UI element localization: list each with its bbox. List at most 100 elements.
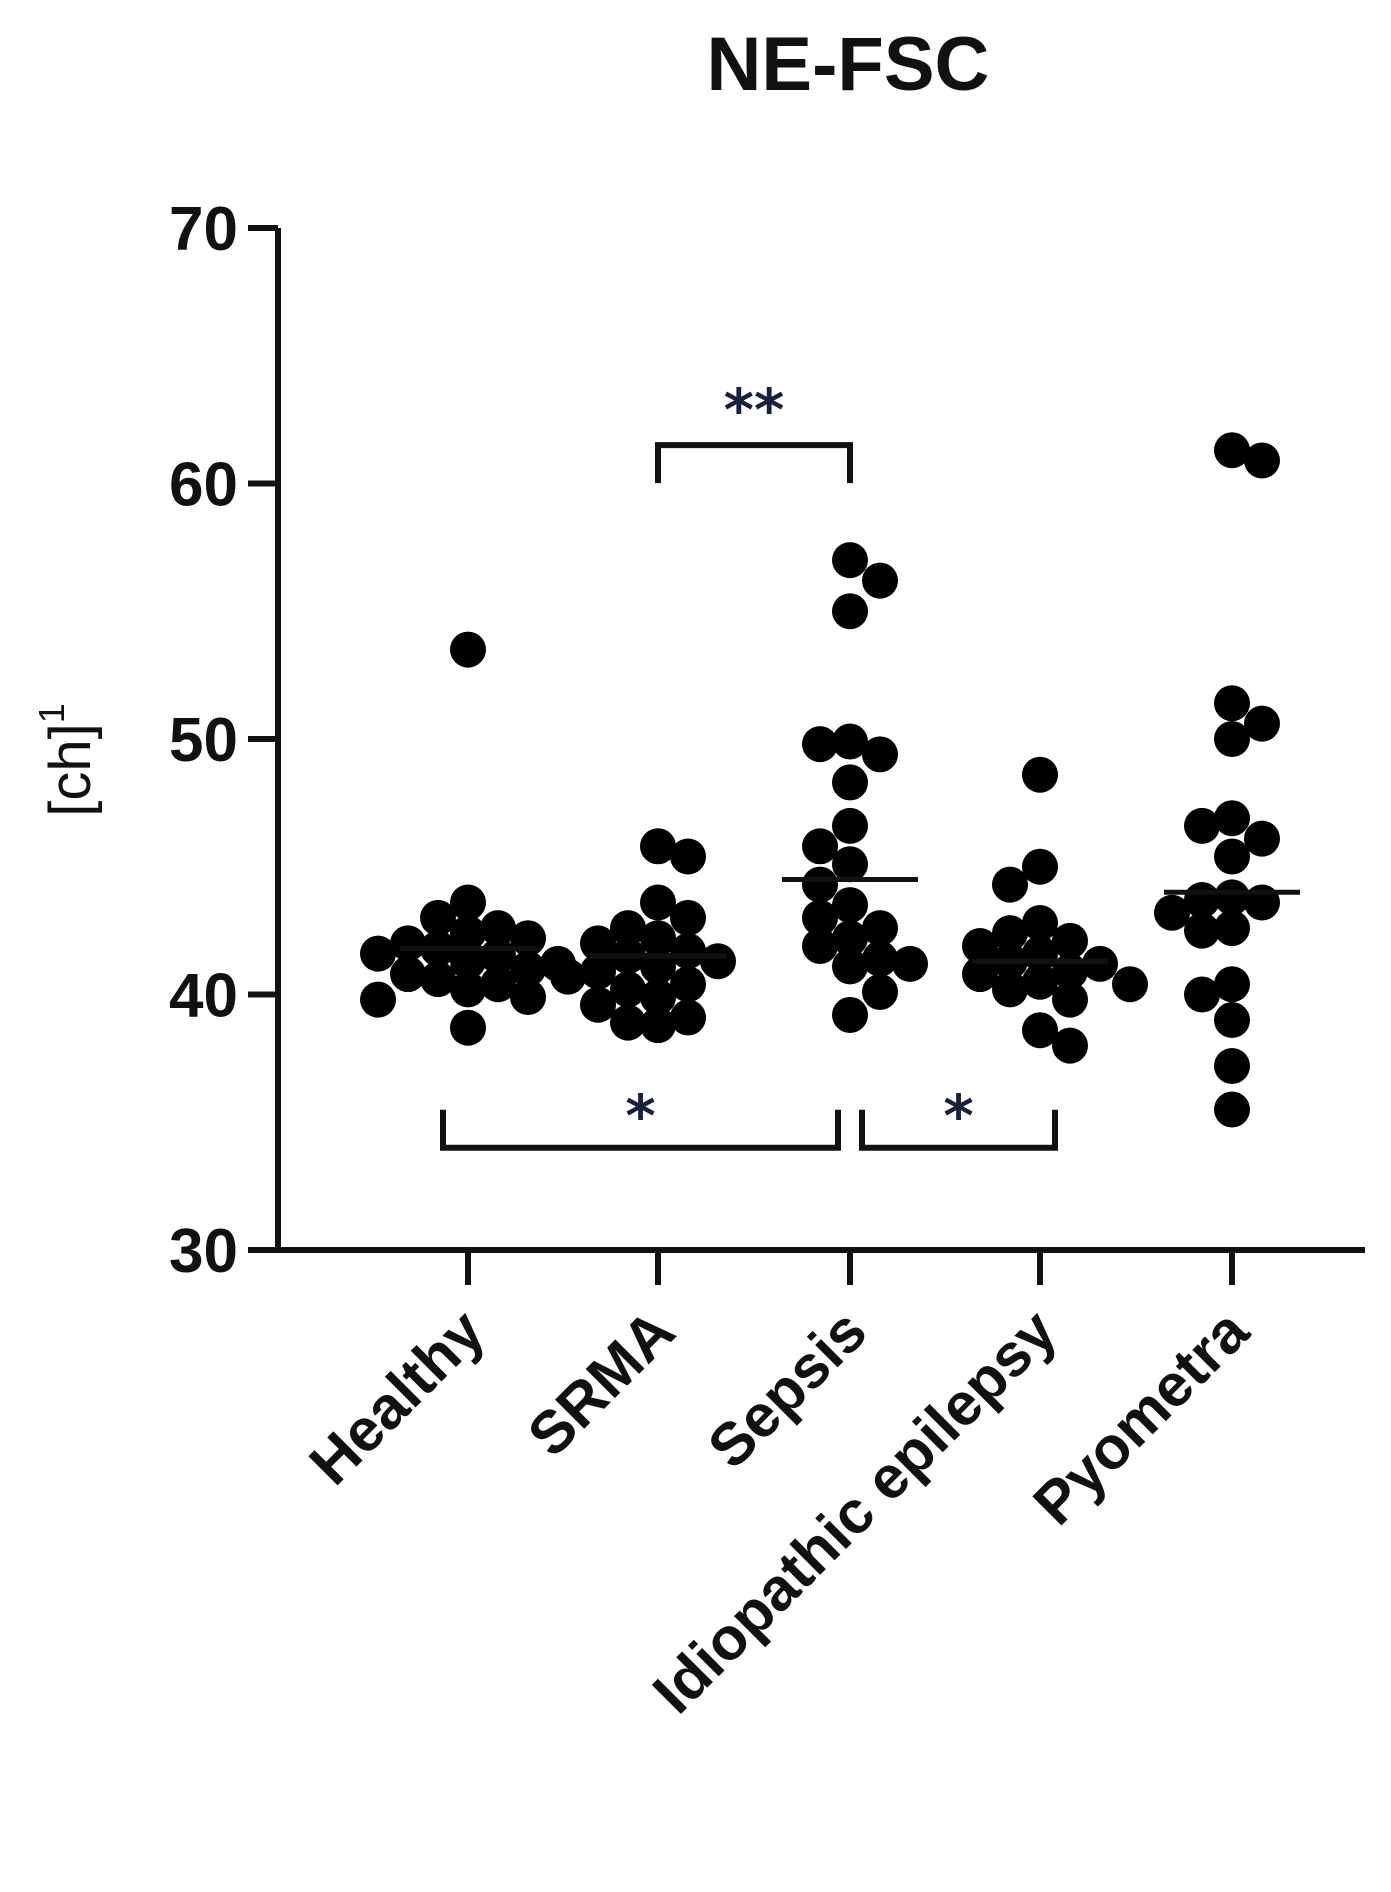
y-tick-label: 60 <box>169 451 238 520</box>
data-point <box>1082 945 1118 982</box>
data-point <box>832 846 868 883</box>
data-point <box>610 971 646 1008</box>
data-point <box>390 925 426 962</box>
significance-label: ** <box>724 376 785 444</box>
y-tick-label: 40 <box>169 962 238 1031</box>
data-point <box>1184 976 1220 1013</box>
data-point <box>670 933 706 970</box>
x-tick-label: SRMA <box>515 1297 687 1469</box>
data-point <box>420 899 456 936</box>
data-point <box>962 956 998 993</box>
data-point <box>450 971 486 1008</box>
data-point <box>640 979 676 1016</box>
data-point <box>802 927 838 964</box>
data-point <box>1154 894 1190 931</box>
significance-label: * <box>943 1082 973 1150</box>
data-point <box>862 910 898 947</box>
data-point <box>1214 879 1250 916</box>
data-point <box>862 940 898 977</box>
data-point <box>1214 1002 1250 1039</box>
data-point <box>580 986 616 1023</box>
significance-bracket <box>859 1109 1058 1151</box>
data-point <box>832 764 868 801</box>
data-point <box>640 828 676 865</box>
data-point <box>802 866 838 903</box>
data-point <box>640 1007 676 1044</box>
data-point <box>480 966 516 1003</box>
data-point <box>802 726 838 763</box>
data-point <box>510 950 546 987</box>
data-point <box>1214 800 1250 837</box>
data-point <box>580 925 616 962</box>
data-point <box>862 736 898 773</box>
data-point <box>640 920 676 957</box>
data-point <box>992 971 1028 1008</box>
svg-text:[ch]1: [ch]1 <box>31 703 103 817</box>
data-point <box>832 542 868 579</box>
significance-brackets: *** * <box>440 376 1058 1151</box>
data-point <box>640 884 676 921</box>
data-point <box>1022 1012 1058 1049</box>
data-point <box>832 996 868 1033</box>
data-point <box>1214 1091 1250 1128</box>
data-point <box>670 999 706 1036</box>
data-point <box>360 981 396 1018</box>
y-axis-label-text: [ch] <box>38 723 103 817</box>
y-axis-ticks: 30 40 50 60 70 <box>169 195 278 1286</box>
data-point <box>580 953 616 990</box>
data-point <box>610 1004 646 1041</box>
data-point <box>420 961 456 998</box>
data-point <box>450 631 486 668</box>
data-point <box>670 966 706 1003</box>
data-point <box>450 884 486 921</box>
data-point <box>832 920 868 957</box>
data-point <box>1214 838 1250 875</box>
data-point <box>992 866 1028 903</box>
data-point <box>1022 756 1058 793</box>
data-point <box>1244 442 1280 479</box>
data-point <box>670 838 706 875</box>
data-point <box>1022 963 1058 1000</box>
data-point <box>1214 966 1250 1003</box>
x-tick-label: Healthy <box>297 1296 498 1497</box>
data-point <box>670 899 706 936</box>
data-point <box>450 1009 486 1046</box>
data-point <box>1244 820 1280 857</box>
data-point <box>1022 848 1058 885</box>
data-point <box>962 927 998 964</box>
median-lines <box>400 877 1300 964</box>
data-point <box>832 723 868 760</box>
y-tick-label: 70 <box>169 195 238 264</box>
data-point <box>550 958 586 995</box>
y-tick-label: 30 <box>169 1217 238 1286</box>
data-point <box>1214 1048 1250 1085</box>
significance-bracket <box>440 1109 841 1151</box>
data-point <box>832 948 868 985</box>
data-point <box>360 935 396 972</box>
data-point <box>892 945 928 982</box>
data-point <box>1184 807 1220 844</box>
data-point <box>1052 922 1088 959</box>
data-point <box>1214 432 1250 469</box>
significance-label: * <box>625 1082 655 1150</box>
data-point <box>992 915 1028 952</box>
significance-bracket <box>655 442 853 484</box>
data-point <box>1214 685 1250 722</box>
data-point <box>832 807 868 844</box>
data-point <box>1112 966 1148 1003</box>
data-point <box>832 887 868 924</box>
data-point <box>1052 981 1088 1018</box>
data-point <box>802 899 838 936</box>
data-point <box>510 979 546 1016</box>
y-tick-label: 50 <box>169 706 238 775</box>
data-point <box>1052 1027 1088 1064</box>
data-point <box>1214 910 1250 947</box>
data-points <box>360 432 1280 1128</box>
data-point <box>700 943 736 980</box>
x-tick-label: Sepsis <box>695 1297 879 1481</box>
data-point <box>480 910 516 947</box>
data-point <box>862 973 898 1010</box>
data-point <box>832 593 868 630</box>
